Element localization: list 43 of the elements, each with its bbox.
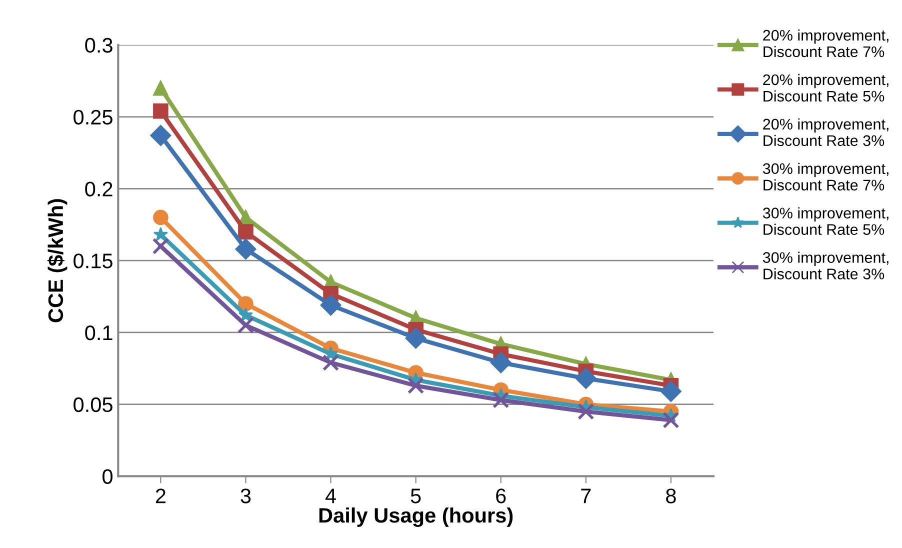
point [322, 354, 340, 371]
y-tick-label: 0.15 [74, 254, 112, 268]
point [492, 392, 510, 408]
point [238, 296, 254, 312]
legend-label: 30% improvement, Discount Rate 5% [762, 207, 888, 235]
point [660, 380, 682, 402]
legend-label: 20% improvement, Discount Rate 5% [763, 74, 888, 102]
point [153, 103, 168, 119]
point [153, 210, 168, 226]
x-axis-title: Daily Usage (hours) [319, 507, 513, 527]
y-tick-label: 0.2 [85, 182, 112, 196]
point [238, 308, 254, 322]
x-tick-label: 8 [666, 488, 676, 504]
point [153, 227, 168, 242]
point [490, 352, 512, 374]
point [407, 377, 424, 394]
point [238, 224, 254, 240]
x-tick-label: 6 [496, 488, 506, 504]
legend-label: 20% improvement, Discount Rate 3% [763, 118, 888, 146]
point [152, 238, 170, 255]
point [575, 368, 596, 389]
y-tick-label: 0 [102, 469, 112, 484]
y-tick-label: 0.3 [85, 38, 112, 53]
x-tick-label: 2 [156, 488, 166, 504]
x-tick-label: 4 [325, 488, 336, 504]
legend-label: 30% improvement, Discount Rate 3% [762, 252, 888, 280]
x-tick-label: 3 [240, 488, 251, 504]
y-axis-title: CCE ($/kWh) [47, 199, 68, 322]
point [320, 294, 342, 316]
point [405, 328, 426, 349]
legend-label: 30% improvement, Discount Rate 7% [762, 162, 888, 191]
x-tick-label: 7 [581, 488, 591, 504]
point [153, 80, 168, 96]
x-tick-label: 5 [410, 488, 421, 504]
y-tick-label: 0.05 [74, 397, 112, 412]
y-tick-label: 0.25 [74, 110, 112, 125]
point [578, 403, 594, 420]
point [237, 316, 254, 334]
point [662, 412, 680, 428]
y-tick-label: 0.1 [85, 325, 112, 340]
point [235, 238, 256, 260]
legend-label: 20% improvement, Discount Rate 7% [763, 29, 888, 58]
point [150, 124, 172, 146]
